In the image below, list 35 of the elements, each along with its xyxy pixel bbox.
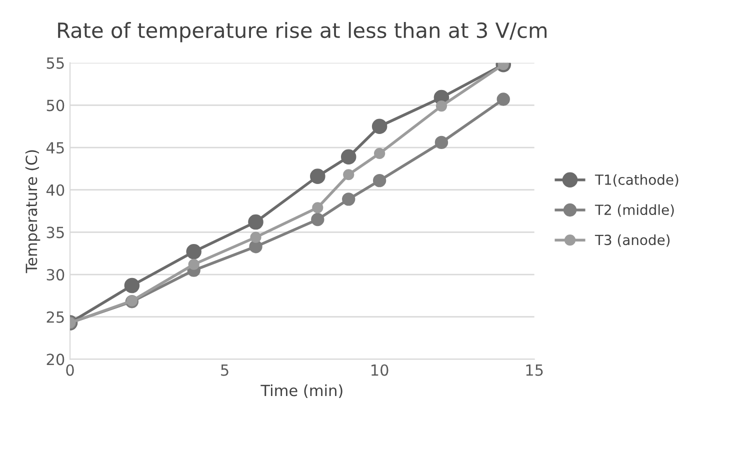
legend-label: T2 (middle) [594,204,674,217]
y-tick-label: 35 [46,226,64,238]
point [340,149,356,164]
legend-label: T3 (anode) [594,234,670,247]
y-tick-label: 30 [46,268,64,281]
point [124,278,140,294]
point [188,258,200,270]
x-tick-label: 0 [66,364,74,376]
point [186,244,202,260]
y-tick-label: 55 [46,58,64,69]
point [374,148,386,160]
point [250,232,262,243]
y-tick-label: 50 [46,100,64,112]
point [436,100,448,112]
chart-title: Rate of temperature rise at less than at 3 V/cm [58,22,547,42]
x-tick-label: 5 [221,364,228,376]
point [310,168,326,184]
point [434,136,448,150]
point [372,118,388,134]
point [342,192,356,206]
y-tick-label: 20 [46,354,64,366]
legend-label: T1(cathode) [594,174,678,187]
y-tick-label: 40 [46,184,64,196]
point [312,202,324,214]
y-axis-title: Temperature (C) [25,150,40,274]
point [372,174,386,188]
x-tick-label: 10 [372,364,388,376]
x-axis-title: Time (min) [260,384,342,398]
y-tick-label: 45 [46,142,64,154]
point [311,212,324,226]
x-tick-label: 15 [526,364,543,376]
point [343,169,354,180]
point [248,214,264,230]
point [496,92,510,106]
y-tick-label: 25 [46,311,64,323]
